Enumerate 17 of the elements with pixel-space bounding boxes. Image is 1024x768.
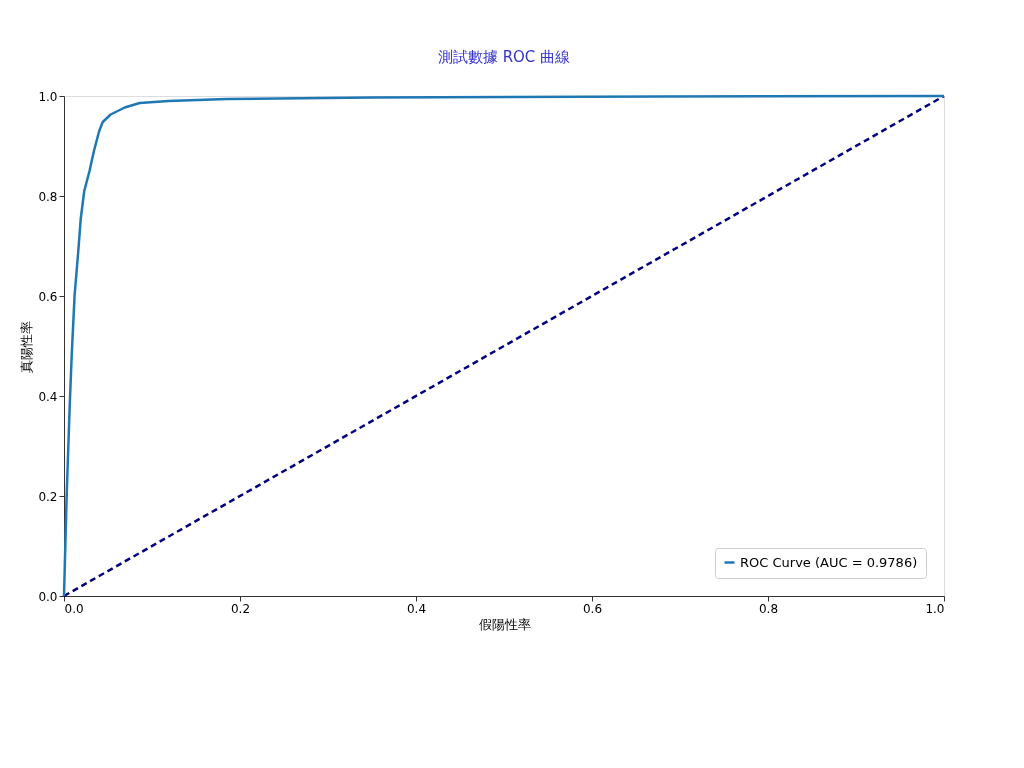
y-tick-label: 0.4 xyxy=(38,389,58,404)
x-tick-label: 1.0 xyxy=(925,601,945,616)
x-tick-label: 0.0 xyxy=(64,601,84,616)
x-tick-label: 0.2 xyxy=(230,601,251,616)
x-tick-label: 0.8 xyxy=(758,601,779,616)
x-tick-label: 0.4 xyxy=(406,601,427,616)
y-tick-label: 1.0 xyxy=(38,89,58,104)
line-series xyxy=(62,94,946,598)
chart-title: 測試數據 ROC 曲線 xyxy=(437,48,571,66)
y-axis-title: 真陽性率 xyxy=(19,320,35,373)
y-tick-label: 0.8 xyxy=(38,189,58,204)
y-tick-label: 0.6 xyxy=(38,289,58,304)
x-tick-label: 0.6 xyxy=(582,601,603,616)
legend-label: ROC Curve (AUC = 0.9786) xyxy=(740,554,918,570)
y-tick-label: 0.0 xyxy=(38,589,58,604)
x-axis-title: 假陽性率 xyxy=(478,616,531,632)
y-tick-label: 0.2 xyxy=(38,489,58,504)
